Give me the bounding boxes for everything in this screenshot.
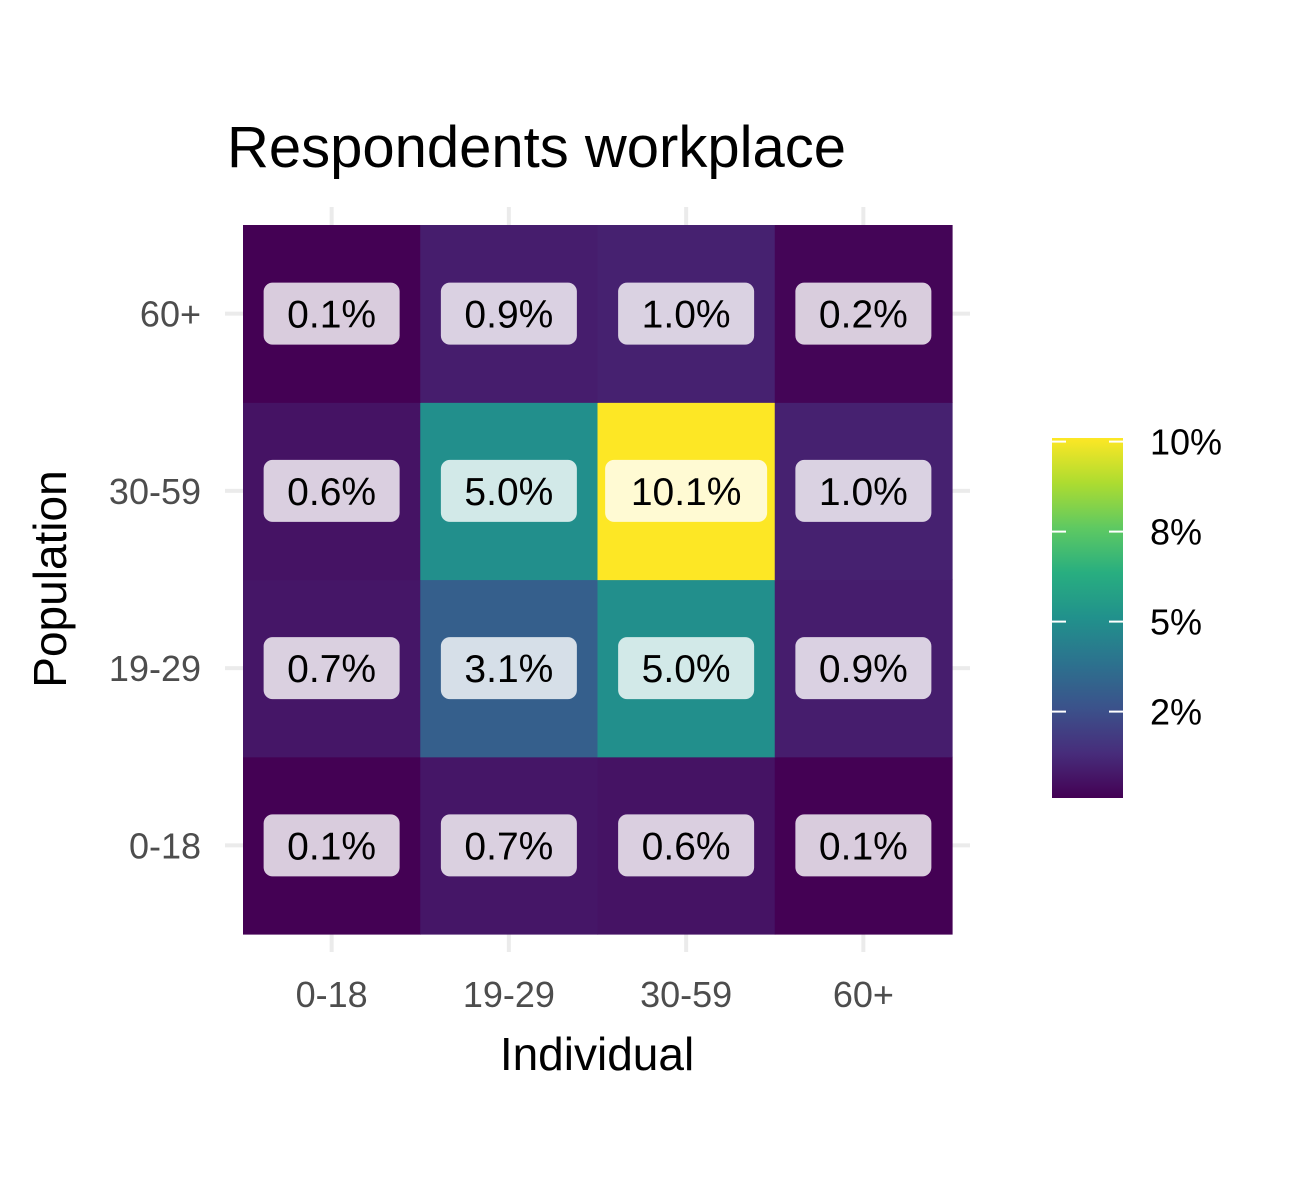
- cell-label-box: [605, 459, 768, 522]
- cell-label-box: [263, 459, 400, 522]
- cell-label: 5.0%: [464, 471, 553, 514]
- cell-label-box: [263, 637, 400, 700]
- cell-label-box: [263, 814, 400, 877]
- cell-label: 0.6%: [287, 471, 376, 514]
- cell-label: 0.1%: [819, 825, 908, 868]
- cell-label: 1.0%: [819, 471, 908, 514]
- y-tick-label: 19-29: [109, 648, 201, 689]
- cell-label-box: [795, 814, 932, 877]
- cell-label: 3.1%: [464, 648, 553, 691]
- legend-tick-label: 2%: [1150, 692, 1202, 733]
- legend-tick-label: 8%: [1150, 512, 1202, 553]
- cell-label: 0.2%: [819, 294, 908, 337]
- cell-label-box: [618, 282, 755, 345]
- y-axis-ticks: 0-18 19-29 30-59 60+: [109, 294, 201, 867]
- cell-label: 0.9%: [819, 648, 908, 691]
- cell-label-box: [263, 282, 400, 345]
- cell-labels: 0.1% 0.7% 0.6% 0.1% 0.7% 3.1% 5.0% 0.9% 0.6% 5.0%…: [263, 282, 932, 877]
- color-legend: 2% 5% 8% 10%: [1052, 422, 1222, 798]
- y-tick-label: 0-18: [129, 825, 201, 866]
- legend-colorbar: [1052, 438, 1123, 798]
- cell-label: 0.7%: [464, 825, 553, 868]
- cell-label-box: [795, 282, 932, 345]
- cell-label: 1.0%: [642, 294, 731, 337]
- cell-label-box: [795, 637, 932, 700]
- x-axis-ticks: 0-18 19-29 30-59 60+: [296, 974, 894, 1015]
- y-tick-label: 30-59: [109, 471, 201, 512]
- cell-label-box: [440, 282, 577, 345]
- y-tick-label: 60+: [140, 294, 201, 335]
- cell-label: 5.0%: [642, 648, 731, 691]
- cell-label-box: [618, 637, 755, 700]
- cell-label: 0.6%: [642, 825, 731, 868]
- x-tick-label: 0-18: [296, 974, 368, 1015]
- cell-label-box: [440, 814, 577, 877]
- x-tick-label: 19-29: [463, 974, 555, 1015]
- cell-label: 0.1%: [287, 294, 376, 337]
- legend-ticks: 2% 5% 8% 10%: [1052, 422, 1222, 733]
- cell-label: 0.1%: [287, 825, 376, 868]
- cell-label-box: [618, 814, 755, 877]
- x-tick-label: 30-59: [640, 974, 732, 1015]
- cell-label: 0.7%: [287, 648, 376, 691]
- cell-label-box: [795, 459, 932, 522]
- x-tick-label: 60+: [833, 974, 894, 1015]
- legend-tick-label: 5%: [1150, 602, 1202, 643]
- legend-tick-label: 10%: [1150, 422, 1222, 463]
- cell-label-box: [440, 459, 577, 522]
- cell-label: 10.1%: [631, 471, 742, 514]
- y-axis-title: Population: [24, 470, 76, 687]
- cell-label-box: [440, 637, 577, 700]
- x-axis-title: Individual: [500, 1028, 694, 1080]
- cell-label: 0.9%: [464, 294, 553, 337]
- chart-title: Respondents workplace: [227, 115, 846, 180]
